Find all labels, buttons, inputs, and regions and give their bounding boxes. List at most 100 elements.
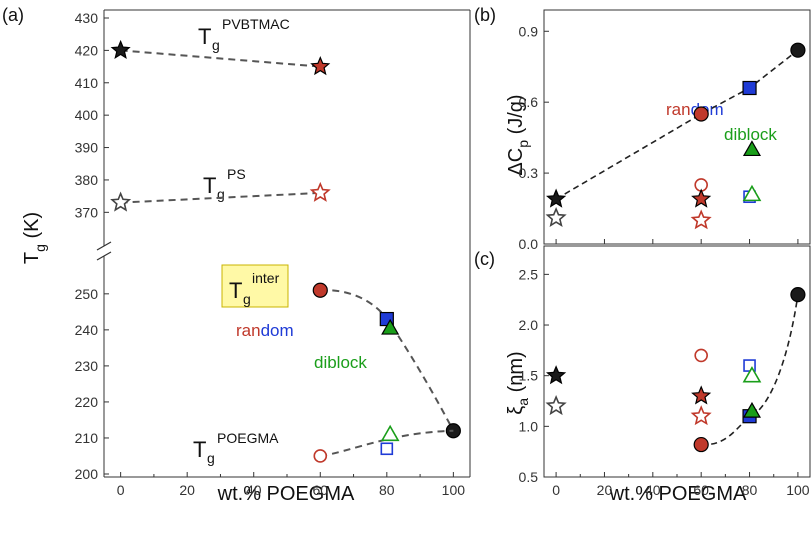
panel-a-data-point <box>313 449 328 463</box>
panel-a-data-point <box>110 191 132 212</box>
panel-b-data-point <box>742 184 762 202</box>
tg-poegma-sub: g <box>207 450 215 466</box>
panel-a-ytick-label: 380 <box>75 172 99 188</box>
panel-c-frame <box>543 245 811 478</box>
tg-pvbtmac-sup: PVBTMAC <box>222 16 290 32</box>
panel-c-data-point <box>742 401 761 418</box>
panel-a-fit-line <box>120 191 321 204</box>
panel-c-ytick-label: 1.5 <box>519 368 539 384</box>
panel-b-ytick-label: 0.9 <box>519 23 539 39</box>
panel-b-data-point <box>546 188 567 208</box>
panel-a-xlabel: wt.% POEGMA <box>217 483 355 505</box>
panel-a-ytick-label: 200 <box>75 466 99 482</box>
panel-a-xtick-label: 80 <box>379 482 395 498</box>
panel-c-ylabel: ξa (nm) <box>505 351 531 414</box>
panel-a-ytick-label: 220 <box>75 394 99 410</box>
axis-break-mark-1 <box>96 241 112 251</box>
tg-inter-sup: inter <box>252 270 280 286</box>
panel-c-data-point <box>790 287 806 303</box>
panel-b-data-point <box>690 209 712 230</box>
panel-c-ytick-label: 0.5 <box>519 469 539 485</box>
panel-b-data-point <box>691 188 712 208</box>
panel-a-xtick-label: 20 <box>179 482 195 498</box>
panel-c-label: (c) <box>474 249 495 269</box>
panel-a-ylabel-sub: g <box>32 244 48 252</box>
panel-b-fit-line <box>555 49 799 200</box>
panel-a-fit-line <box>320 289 455 432</box>
panel-c-ytick-label: 2.5 <box>519 266 539 282</box>
panel-c-xtick-label: 0 <box>552 482 560 498</box>
panel-c-xtick-label: 20 <box>597 482 613 498</box>
panel-a-fit-line <box>120 49 321 68</box>
panel-a-ytick-label: 420 <box>75 42 99 58</box>
panel-b-ylabel: ΔCp (J/g) <box>505 94 531 175</box>
panel-b-ylabel-main: ΔC <box>505 148 527 176</box>
tg-poegma-main: T <box>193 437 206 462</box>
panel-a-label: (a) <box>2 5 24 25</box>
panel-b-ytick-label: 0.6 <box>519 94 539 110</box>
panel-b-ytick-label: 0.0 <box>519 236 539 252</box>
panel-c-data-point <box>691 385 712 405</box>
panel-a-xtick-label: 40 <box>246 482 262 498</box>
panel-c-xtick-label: 60 <box>693 482 709 498</box>
panel-a-annot-random: random <box>236 321 294 340</box>
tg-pvbtmac-sub: g <box>212 37 220 53</box>
panel-a-data-point <box>309 181 331 202</box>
panel-c-data-point <box>545 395 567 416</box>
panel-a-xtick-label: 100 <box>442 482 466 498</box>
panel-a-ytick-label: 370 <box>75 204 99 220</box>
panel-b-data-point <box>742 80 757 96</box>
label-tg-poegma: T g POEGMA <box>193 430 279 466</box>
panel-a-ytick-label: 250 <box>75 286 99 302</box>
panel-a-ytick-label: 390 <box>75 140 99 156</box>
panel-b-data-point <box>742 140 761 157</box>
panel-a-data-point <box>310 56 331 76</box>
panel-a-ytick-label: 210 <box>75 430 99 446</box>
axis-break-mark-2 <box>96 251 112 261</box>
panel-c-ylabel-main: ξ <box>505 406 527 415</box>
panel-b-ylabel-unit: (J/g) <box>505 94 527 140</box>
panel-a-data-point <box>381 318 400 335</box>
tg-ps-sub: g <box>217 186 225 202</box>
panel-a-ytick-label: 410 <box>75 75 99 91</box>
panel-c-xlabel: wt.% POEGMA <box>609 483 747 505</box>
tg-inter-main: T <box>229 278 242 303</box>
panel-c-data-point <box>546 365 567 385</box>
panel-a-ytick-label: 400 <box>75 107 99 123</box>
panel-b-ylabel-sub: p <box>515 140 531 148</box>
panel-c-data-point <box>694 348 708 363</box>
panel-b-ytick-label: 0.3 <box>519 165 539 181</box>
panel-c-data-point <box>690 405 712 426</box>
panel-a-ytick-label: 240 <box>75 322 99 338</box>
annot-b-ran: ran <box>666 100 691 119</box>
panel-c-data-point <box>742 366 762 383</box>
tg-inter-highlight-box <box>221 264 289 308</box>
label-tg-ps: T g PS <box>203 166 246 202</box>
panel-c-xtick-label: 80 <box>742 482 758 498</box>
panel-c: (c) ξa (nm) wt.% POEGMA <box>474 249 747 505</box>
tg-pvbtmac-main: T <box>198 24 211 49</box>
panel-b-label: (b) <box>474 5 496 25</box>
panel-c-fit-line <box>701 294 799 446</box>
panel-a-ylabel-main: T <box>21 252 43 264</box>
tg-ps-sup: PS <box>227 166 246 182</box>
tg-ps-main: T <box>203 173 216 198</box>
panel-c-ylabel-sub: a <box>515 398 531 406</box>
label-tg-inter: T g inter <box>221 264 289 308</box>
tg-inter-sub: g <box>243 291 251 307</box>
panel-b-data-point <box>693 106 709 122</box>
annot-a-ran: ran <box>236 321 261 340</box>
panel-c-ytick-label: 1.0 <box>519 418 539 434</box>
panel-a-xtick-label: 60 <box>312 482 328 498</box>
panel-c-xtick-label: 100 <box>786 482 810 498</box>
panel-a: (a) Tg (K) wt.% POEGMA T g PVBTMAC T g P… <box>2 5 367 505</box>
panel-a-data-point <box>380 442 394 456</box>
panel-a-ylabel: Tg (K) <box>21 212 48 264</box>
panel-c-ytick-label: 2.0 <box>519 317 539 333</box>
chart-marks: 3703803904004104204302002102202302402500… <box>75 9 811 498</box>
panel-b-data-point <box>545 206 567 227</box>
panel-a-data-point <box>312 282 328 298</box>
panel-c-data-point <box>693 436 709 453</box>
panel-c-ylabel-unit: (nm) <box>505 351 527 398</box>
